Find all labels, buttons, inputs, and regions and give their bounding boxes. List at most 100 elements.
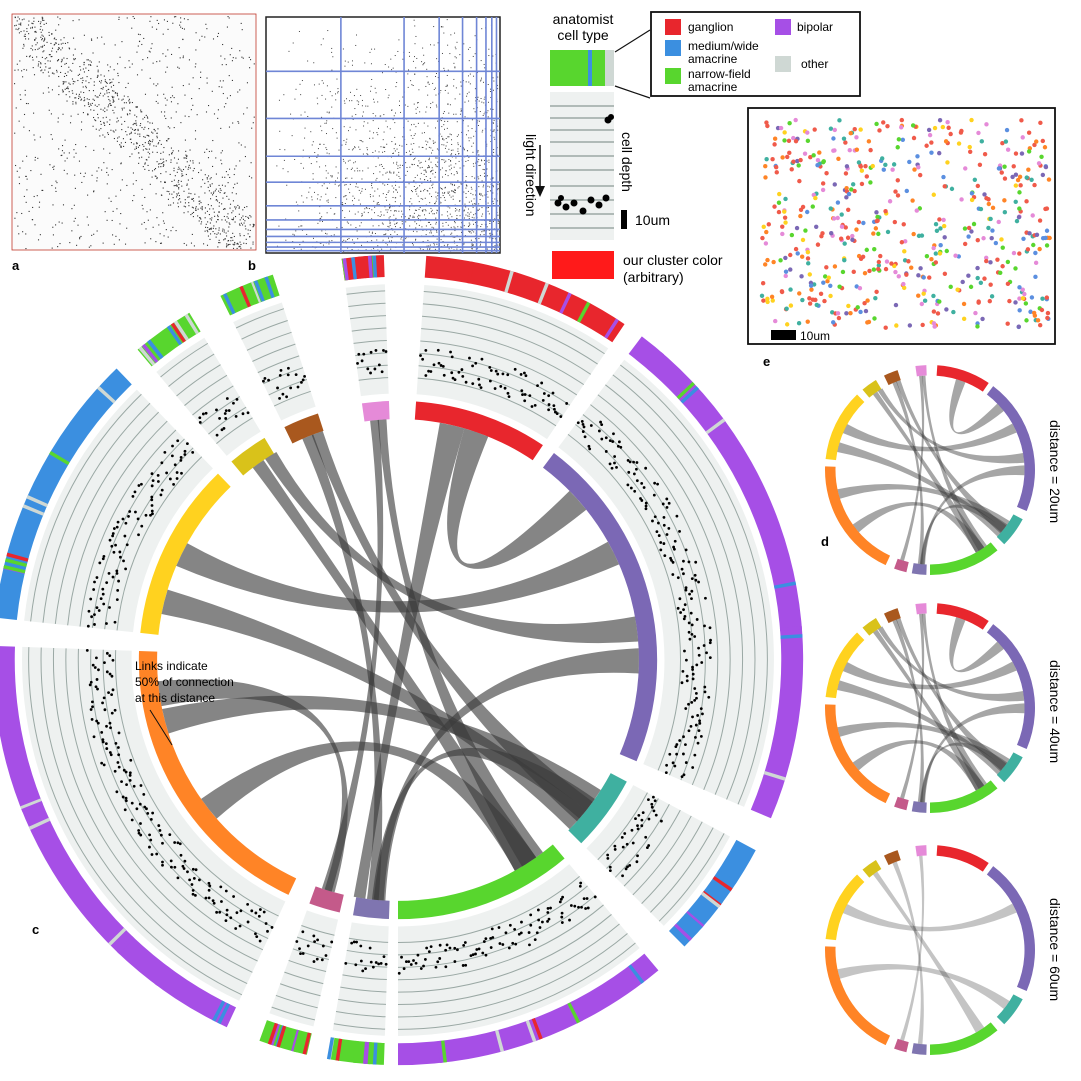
matrix-dot — [390, 172, 392, 174]
matrix-dot — [454, 189, 456, 191]
matrix-dot — [421, 146, 423, 148]
matrix-dot — [490, 141, 492, 143]
matrix-dot — [476, 71, 478, 73]
matrix-dot — [326, 200, 328, 202]
matrix-dot — [283, 94, 285, 96]
matrix-dot — [85, 146, 87, 148]
cell-depth-dot — [270, 926, 274, 929]
anatomist-ring-stripe — [26, 495, 48, 508]
cell-position-dot — [1019, 118, 1024, 123]
matrix-dot — [210, 192, 212, 194]
matrix-dot — [191, 198, 193, 200]
matrix-dot — [33, 17, 35, 19]
matrix-dot — [451, 139, 453, 141]
matrix-dot — [406, 167, 408, 169]
matrix-dot — [468, 100, 470, 102]
matrix-dot — [479, 245, 481, 247]
cell-position-dot — [946, 125, 951, 130]
matrix-dot — [223, 192, 225, 194]
matrix-dot — [447, 44, 449, 46]
matrix-dot — [179, 168, 181, 170]
matrix-dot — [449, 104, 451, 106]
matrix-dot — [486, 175, 488, 177]
cell-position-dot — [878, 253, 883, 259]
matrix-dot — [487, 116, 489, 118]
matrix-dot — [404, 216, 406, 218]
matrix-dot — [51, 33, 53, 35]
cell-depth-dot — [678, 597, 682, 601]
matrix-dot — [41, 16, 43, 18]
connection-ribbon — [843, 661, 1017, 690]
matrix-dot — [398, 100, 400, 102]
matrix-dot — [144, 163, 146, 165]
cell-depth-dot — [87, 609, 91, 613]
matrix-dot — [205, 223, 207, 225]
matrix-dot — [468, 91, 470, 93]
cell-position-dot — [1040, 172, 1046, 178]
legend: ganglion medium/wide amacrine narrow-fie… — [650, 11, 861, 97]
cell-depth-dot — [117, 753, 121, 757]
cell-depth-dot — [224, 889, 228, 893]
cell-depth-dot — [427, 369, 430, 373]
cell-position-dot — [850, 237, 855, 242]
cell-depth-dot — [407, 960, 411, 963]
matrix-dot — [394, 210, 396, 212]
matrix-dot — [156, 151, 158, 153]
matrix-dot — [493, 203, 495, 205]
matrix-dot — [494, 245, 496, 247]
matrix-dot — [478, 165, 480, 167]
panel-b-label: b — [248, 258, 256, 273]
matrix-dot — [360, 95, 362, 97]
cell-position-dot — [935, 311, 941, 316]
cluster-arc — [986, 624, 1035, 750]
matrix-dot — [73, 156, 75, 158]
cell-depth-dot — [613, 848, 617, 851]
cell-depth-dot — [546, 906, 550, 910]
cell-depth-dot — [105, 651, 109, 655]
matrix-dot — [86, 76, 88, 78]
matrix-dot — [444, 120, 446, 122]
cell-depth-dot — [150, 853, 154, 856]
panel-d: distance = 20um distance = 40um distance… — [821, 365, 1063, 1055]
matrix-dot — [467, 125, 469, 127]
matrix-dot — [325, 122, 327, 124]
matrix-dot — [218, 239, 220, 241]
matrix-dot — [329, 91, 331, 93]
cell-position-dot — [863, 163, 868, 169]
cell-position-dot — [1017, 251, 1022, 256]
cell-position-dot — [1002, 198, 1007, 203]
matrix-dot — [446, 151, 448, 153]
cell-depth-dot — [123, 534, 127, 538]
matrix-dot — [74, 58, 76, 60]
matrix-dot — [162, 151, 164, 153]
cell-depth-dot — [604, 436, 608, 440]
anatomist-ring-stripe — [577, 301, 591, 323]
matrix-dot — [14, 17, 16, 19]
matrix-dot — [294, 98, 296, 100]
matrix-dot — [483, 169, 485, 171]
cell-position-dot — [1024, 199, 1029, 204]
matrix-dot — [393, 191, 395, 193]
matrix-dot — [145, 148, 147, 150]
matrix-dot — [389, 128, 391, 130]
matrix-dot — [173, 170, 175, 172]
cell-depth-dot — [682, 572, 685, 576]
matrix-dot — [23, 113, 26, 116]
depth-layer-line — [252, 343, 296, 362]
matrix-dot — [457, 148, 459, 150]
matrix-dot — [246, 206, 248, 208]
cell-position-dot — [1017, 296, 1022, 301]
depth-layer-line — [605, 384, 744, 795]
matrix-dot — [470, 186, 472, 188]
matrix-dot — [401, 210, 403, 212]
matrix-dot — [168, 154, 170, 156]
matrix-dot — [406, 143, 408, 145]
matrix-dot — [118, 18, 120, 20]
matrix-dot — [464, 235, 466, 237]
matrix-dot — [432, 213, 434, 215]
cell-depth-dot — [215, 910, 219, 914]
matrix-dot — [425, 210, 427, 212]
matrix-dot — [394, 231, 396, 233]
cell-position-dot — [911, 231, 916, 237]
matrix-dot — [398, 186, 400, 188]
